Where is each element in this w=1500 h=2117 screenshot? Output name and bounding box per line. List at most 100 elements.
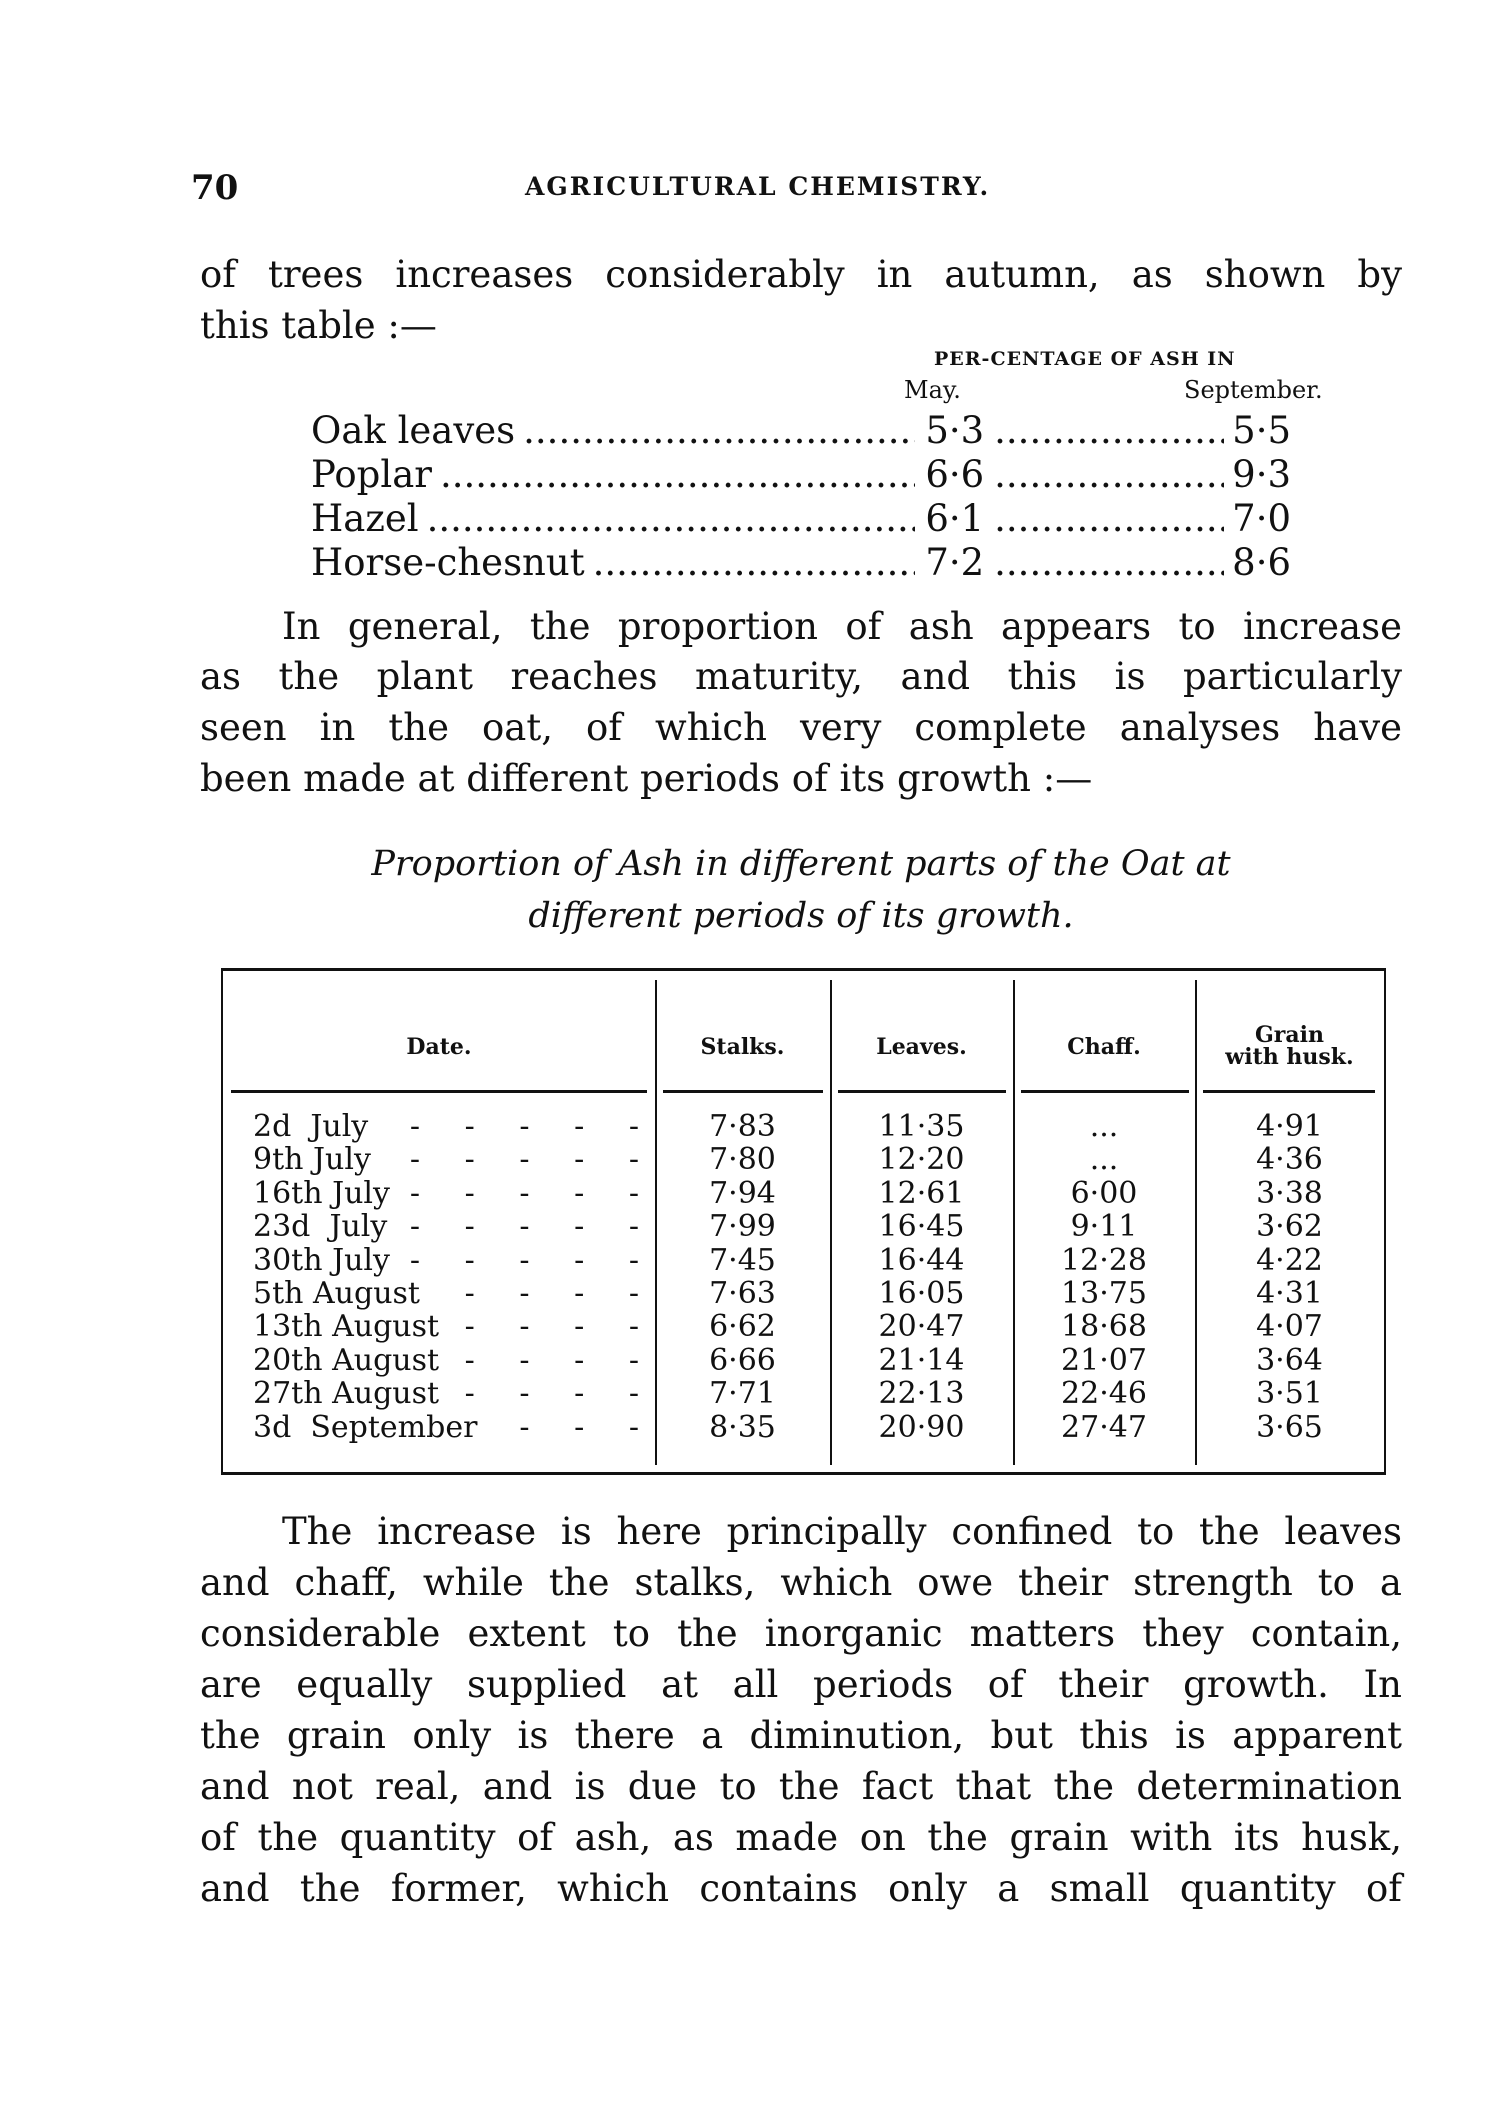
chaff-cell: 9·11 [1070, 1209, 1138, 1245]
leader-dots: ........................................… [592, 541, 916, 584]
caption-line: Proportion of Ash in different parts of … [371, 844, 1231, 884]
date-cell: 3d September [253, 1409, 478, 1445]
date-cell: 16th July [253, 1175, 390, 1211]
column-may: May. [904, 376, 961, 404]
grain-cell: 4·31 [1256, 1276, 1323, 1311]
date-cell-wrap: 9th July - - - - - - - - - - - - - - - - … [253, 1143, 643, 1177]
header-rule [1203, 1090, 1375, 1093]
header-date: Date. [406, 1034, 472, 1060]
leaves-cell: 16·05 [878, 1276, 965, 1311]
column-divider [655, 980, 657, 1465]
leaves-cell: 20·90 [878, 1409, 965, 1445]
plant-name: Horse-chesnut [311, 541, 585, 584]
chaff-cell: 27·47 [1061, 1409, 1147, 1445]
may-value: 6·6 [925, 453, 985, 496]
grain-cell: 4·07 [1256, 1309, 1323, 1345]
table-caption: Proportion of Ash in different parts of … [200, 838, 1402, 942]
leader-dots: ........................................… [523, 409, 915, 452]
leader-dashes: - - - - - - - - - - - - - - - - - - - - [432, 1277, 643, 1311]
leader-dots: ........................................… [426, 497, 916, 540]
leader-dots: ........................................… [994, 453, 1225, 496]
stalks-cell: 7·45 [709, 1242, 776, 1278]
header-rule [1021, 1090, 1189, 1093]
table-top-rule [223, 968, 1384, 971]
text-line: and not real, and is due to the fact tha… [200, 1765, 1402, 1808]
date-cell: 27th August [253, 1376, 440, 1412]
stalks-cell: 7·63 [709, 1276, 776, 1311]
text-line: the grain only is there a diminution, bu… [200, 1714, 1402, 1757]
chaff-cell: 12·28 [1061, 1242, 1147, 1278]
column-september: September. [1184, 376, 1323, 404]
plant-name: Poplar [311, 453, 432, 496]
date-cell: 20th August [253, 1342, 440, 1378]
grain-cell: 3·38 [1256, 1175, 1323, 1211]
september-value: 5·5 [1232, 409, 1291, 452]
leader-dots: ........................................… [994, 541, 1225, 584]
leader-dashes: - - - - - - - - - - - - - - - - - - - - [380, 1110, 643, 1144]
leaves-cell: 16·45 [878, 1209, 965, 1245]
date-cell-wrap: 13th August - - - - - - - - - - - - - - -… [253, 1309, 643, 1345]
text-line: The increase is here principally confine… [282, 1510, 1402, 1553]
grain-cell: 3·62 [1256, 1209, 1323, 1245]
leader-dashes: - - - - - - - - - - - - - - - - - - - - [402, 1243, 643, 1277]
chaff-cell: 13·75 [1061, 1276, 1147, 1311]
chaff-cell: ... [1089, 1109, 1119, 1144]
leaves-cell: 11·35 [878, 1109, 965, 1144]
leader-dashes: - - - - - - - - - - - - - - - - - - - - [399, 1210, 643, 1244]
text-line: considerable extent to the inorganic mat… [200, 1612, 1402, 1655]
text-line: seen in the oat, of which very complete … [200, 706, 1402, 749]
leader-dashes: - - - - - - - - - - - - - - - - - - - - [383, 1143, 643, 1177]
date-cell-wrap: 16th July - - - - - - - - - - - - - - - -… [253, 1175, 643, 1211]
leaves-cell: 12·20 [878, 1142, 965, 1178]
caption-line: different periods of its growth. [528, 896, 1074, 936]
ash-table-heading: PER-CENTAGE OF ASH IN [934, 348, 1236, 370]
text-line: of the quantity of ash, as made on the g… [200, 1816, 1402, 1859]
ash-table-row: Hazel...................................… [311, 497, 1291, 541]
date-cell-wrap: 20th August - - - - - - - - - - - - - - -… [253, 1342, 643, 1378]
leader-dashes: - - - - - - - - - - - - - - - - - - - - [451, 1310, 643, 1344]
text-line: are equally supplied at all periods of t… [200, 1663, 1402, 1706]
stalks-cell: 6·66 [709, 1342, 776, 1378]
text-line: been made at different periods of its gr… [200, 757, 1093, 800]
ash-table-row: Poplar..................................… [311, 453, 1291, 497]
text-line: as the plant reaches maturity, and this … [200, 655, 1402, 698]
leader-dashes: - - - - - - - - - - - - - - - - - - - - [402, 1176, 643, 1211]
header-chaff: Chaff. [1067, 1034, 1141, 1060]
chaff-cell: 18·68 [1061, 1309, 1147, 1345]
text-line: In general, the proportion of ash appear… [282, 605, 1402, 648]
leaves-cell: 16·44 [878, 1242, 965, 1278]
grain-cell: 3·51 [1256, 1376, 1323, 1412]
text-line: and the former, which contains only a sm… [200, 1867, 1402, 1910]
leader-dots: ........................................… [994, 409, 1225, 452]
text-line: this table :— [200, 304, 437, 347]
header-rule [663, 1090, 823, 1093]
header-grain-line2: with husk. [1225, 1044, 1354, 1070]
grain-cell: 3·65 [1256, 1409, 1323, 1445]
date-cell-wrap: 2d July - - - - - - - - - - - - - - - - -… [253, 1109, 643, 1144]
date-cell-wrap: 23d July - - - - - - - - - - - - - - - - … [253, 1210, 643, 1244]
september-value: 8·6 [1232, 541, 1291, 584]
date-cell: 13th August [253, 1309, 440, 1345]
date-cell: 30th July [253, 1242, 390, 1278]
header-stalks: Stalks. [700, 1034, 785, 1060]
text-line: of trees increases considerably in autum… [200, 253, 1402, 296]
page-number: 70 [191, 168, 239, 208]
ash-table-row: Oak leaves..............................… [311, 409, 1291, 453]
leaves-cell: 22·13 [878, 1376, 965, 1412]
grain-cell: 4·91 [1256, 1109, 1323, 1144]
stalks-cell: 7·83 [709, 1109, 776, 1144]
chaff-cell: 6·00 [1070, 1175, 1138, 1211]
ash-table-row: Horse-chesnut...........................… [311, 541, 1291, 585]
september-value: 7·0 [1232, 497, 1291, 540]
september-value: 9·3 [1232, 453, 1291, 496]
stalks-cell: 7·99 [709, 1209, 776, 1245]
leaves-cell: 12·61 [878, 1175, 965, 1211]
grain-cell: 3·64 [1256, 1342, 1323, 1378]
plant-name: Hazel [311, 497, 419, 540]
leaves-cell: 21·14 [878, 1342, 965, 1378]
date-cell: 2d July [253, 1109, 369, 1144]
chaff-cell: ... [1089, 1142, 1119, 1178]
grain-cell: 4·22 [1256, 1242, 1323, 1278]
may-value: 5·3 [925, 409, 985, 452]
stalks-cell: 7·80 [709, 1142, 776, 1178]
